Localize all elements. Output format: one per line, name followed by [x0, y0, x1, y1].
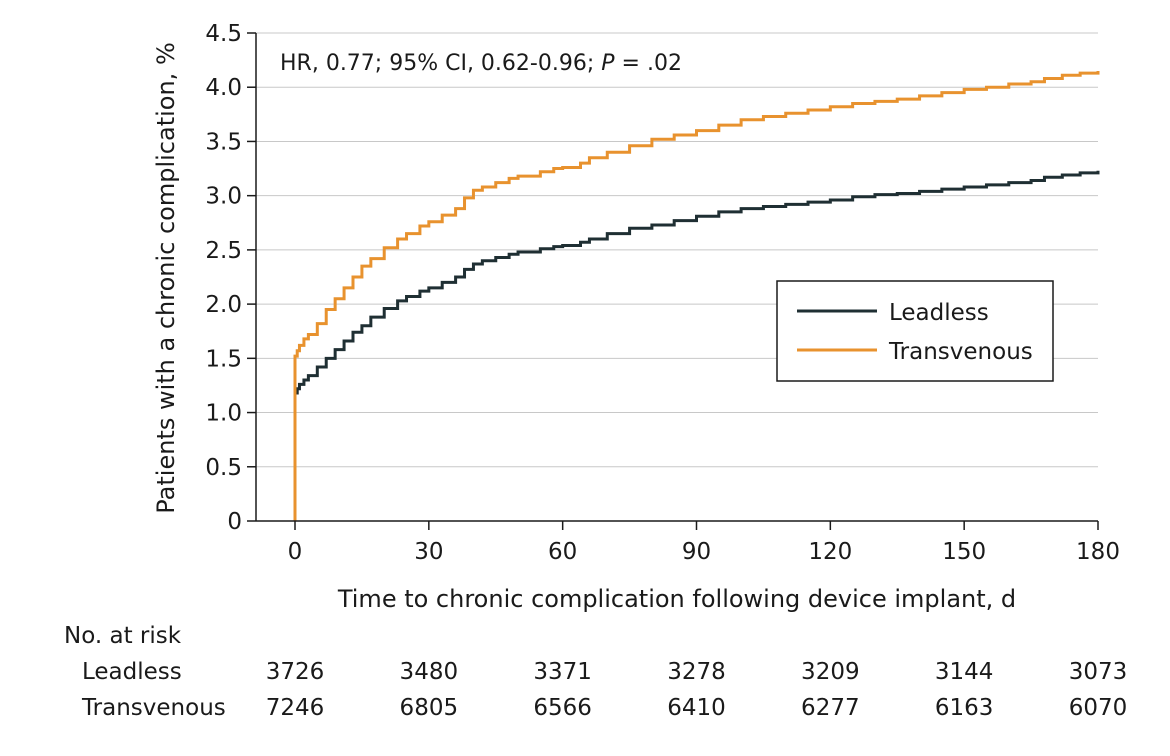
series-line-transvenous	[293, 70, 1100, 521]
legend-box	[776, 280, 1054, 382]
risk-cell-leadless-30: 3480	[399, 659, 459, 685]
x-tick-label-3: 90	[682, 539, 711, 565]
y-tick-label-3: 1.5	[205, 346, 242, 372]
risk-table-header: No. at risk	[64, 623, 182, 649]
x-tick-label-1: 30	[414, 539, 443, 565]
x-tick-label-2: 60	[548, 539, 577, 565]
risk-cell-leadless-180: 3073	[1068, 659, 1128, 685]
y-tick-label-0: 0	[227, 509, 242, 535]
risk-row-label-leadless: Leadless	[82, 659, 182, 685]
series-line-leadless	[293, 170, 1100, 521]
y-tick-label-5: 2.5	[205, 238, 242, 264]
y-tick-label-6: 3.0	[205, 184, 242, 210]
risk-cell-leadless-60: 3371	[533, 659, 592, 685]
legend: Leadless Transvenous	[776, 280, 1054, 382]
y-tick-label-8: 4.0	[205, 75, 242, 101]
axes	[255, 33, 1098, 522]
x-tick-label-6: 180	[1076, 539, 1120, 565]
p-label: P	[601, 51, 615, 76]
y-axis-ticks: 0 0.5 1.0 1.5 2.0 2.5 3.0 3.5 4.0 4.5	[205, 21, 256, 535]
hazard-ratio-annotation: HR, 0.77; 95% CI, 0.62-0.96; P = .02	[280, 51, 682, 76]
risk-cell-transvenous-60: 6566	[533, 695, 592, 721]
gridlines	[256, 32, 1098, 468]
y-tick-label-9: 4.5	[205, 21, 242, 47]
risk-cell-leadless-90: 3278	[667, 659, 726, 685]
x-tick-label-0: 0	[288, 539, 303, 565]
y-tick-label-2: 1.0	[205, 401, 242, 427]
risk-row-label-transvenous: Transvenous	[82, 695, 226, 721]
legend-label-transvenous: Transvenous	[888, 339, 1033, 365]
risk-cell-leadless-120: 3209	[801, 659, 860, 685]
risk-cell-transvenous-90: 6410	[667, 695, 726, 721]
x-axis-ticks: 0 30 60 90 120 150 180	[288, 521, 1120, 565]
risk-cell-leadless-150: 3144	[934, 659, 994, 685]
y-tick-label-7: 3.5	[205, 129, 242, 155]
x-axis-title: Time to chronic complication following d…	[337, 585, 1016, 613]
risk-cell-transvenous-180: 6070	[1068, 695, 1128, 721]
series-lines	[293, 70, 1100, 521]
y-tick-label-4: 2.0	[205, 292, 242, 318]
legend-label-leadless: Leadless	[889, 300, 989, 326]
risk-cell-transvenous-30: 6805	[399, 695, 459, 721]
risk-cell-transvenous-120: 6277	[801, 695, 860, 721]
y-tick-label-1: 0.5	[205, 455, 242, 481]
p-value: = .02	[615, 51, 682, 76]
risk-cell-leadless-0: 3726	[265, 659, 325, 685]
x-tick-label-5: 150	[942, 539, 986, 565]
risk-cell-transvenous-0: 7246	[265, 695, 325, 721]
x-tick-label-4: 120	[808, 539, 852, 565]
hr-ci-text: HR, 0.77; 95% CI, 0.62-0.96;	[280, 51, 601, 76]
y-axis-title: Patients with a chronic complication, %	[152, 42, 180, 513]
risk-cell-transvenous-150: 6163	[934, 695, 994, 721]
